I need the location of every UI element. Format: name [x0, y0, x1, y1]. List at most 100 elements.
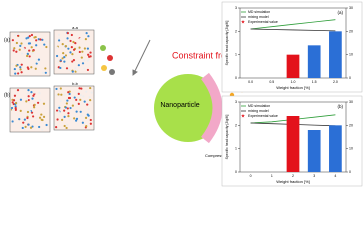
atom	[58, 39, 61, 42]
atom	[18, 48, 21, 51]
atom	[56, 118, 59, 121]
atom	[45, 123, 48, 127]
atom	[78, 46, 81, 49]
atom	[13, 68, 16, 71]
atom	[25, 97, 29, 101]
bar	[307, 130, 321, 172]
atom	[33, 103, 36, 106]
atom	[29, 126, 33, 129]
atom	[43, 43, 46, 46]
atom	[23, 118, 26, 121]
atom	[87, 53, 90, 56]
y-axis-label: Specific heat capacity [J/g/K]	[225, 21, 229, 66]
atom	[42, 102, 46, 105]
atom	[89, 55, 92, 58]
bar	[286, 116, 300, 172]
atom	[71, 60, 74, 63]
atom	[31, 97, 34, 100]
atom	[31, 125, 34, 128]
atom	[57, 60, 60, 63]
atom	[86, 113, 89, 116]
atom	[77, 96, 80, 100]
atom	[35, 58, 38, 61]
atom	[57, 111, 60, 114]
atom	[55, 87, 58, 91]
y-tick-label: 3	[235, 6, 237, 10]
atom	[33, 106, 36, 109]
y-tick-label: 2	[235, 123, 237, 127]
atom	[71, 70, 74, 73]
atom	[45, 40, 48, 43]
legend-label: Experimental value	[248, 114, 278, 118]
atom	[72, 48, 76, 51]
atom	[15, 64, 18, 67]
atom	[85, 32, 88, 35]
atom	[58, 106, 61, 109]
atom	[89, 122, 92, 125]
y-tick-label: 3	[235, 100, 237, 104]
atom	[20, 71, 23, 74]
atom	[73, 96, 76, 99]
atom	[75, 110, 78, 113]
atom	[62, 52, 65, 55]
atom	[41, 128, 44, 131]
atom	[80, 87, 83, 90]
atom	[34, 67, 37, 70]
atom	[44, 71, 47, 74]
atom	[65, 102, 68, 105]
atom	[59, 66, 62, 70]
atom	[66, 99, 69, 102]
atom	[71, 104, 74, 107]
atom	[75, 98, 78, 101]
atom	[19, 68, 22, 71]
atom	[10, 106, 14, 110]
atom	[14, 108, 17, 111]
y-tick-label: 1	[235, 53, 237, 57]
y-tick-label: 0	[235, 170, 237, 174]
atom	[19, 109, 22, 112]
atom	[14, 107, 17, 110]
x-tick-label: 0.5	[269, 80, 274, 84]
sim-box	[53, 85, 95, 131]
atom	[35, 44, 38, 47]
atom	[70, 45, 73, 49]
atom	[56, 46, 59, 49]
legend-label: MD simulation	[248, 10, 270, 14]
atom	[41, 71, 45, 74]
atom	[86, 47, 89, 50]
atom	[30, 111, 34, 114]
atom	[68, 68, 71, 71]
layer-label: Compressed layer	[205, 153, 238, 158]
atom-legend	[100, 45, 106, 51]
atom	[12, 49, 15, 52]
y-tick-label: 0	[235, 76, 237, 80]
bar	[329, 31, 342, 78]
atom	[45, 45, 48, 49]
atom	[78, 50, 81, 54]
legend-label: Experimental value	[248, 20, 278, 24]
atom	[67, 40, 70, 43]
atom	[27, 42, 31, 45]
panel-label: (b)	[4, 92, 10, 98]
atom	[77, 102, 80, 105]
atom	[86, 103, 89, 106]
atom	[28, 101, 31, 104]
atom	[55, 109, 59, 112]
atom	[66, 37, 69, 40]
sim-box	[9, 31, 51, 77]
x-tick-label: 1	[271, 174, 273, 178]
atom	[35, 39, 38, 42]
atom	[57, 93, 60, 96]
atom	[55, 54, 59, 58]
sim-box	[53, 29, 95, 75]
atom	[73, 117, 76, 120]
atom	[57, 37, 61, 40]
atom	[23, 127, 26, 131]
atom	[16, 32, 20, 36]
atom	[15, 50, 18, 53]
x-tick-label: 2.0	[333, 80, 338, 84]
atom	[17, 72, 20, 75]
atom	[14, 105, 17, 108]
atom	[76, 69, 79, 72]
